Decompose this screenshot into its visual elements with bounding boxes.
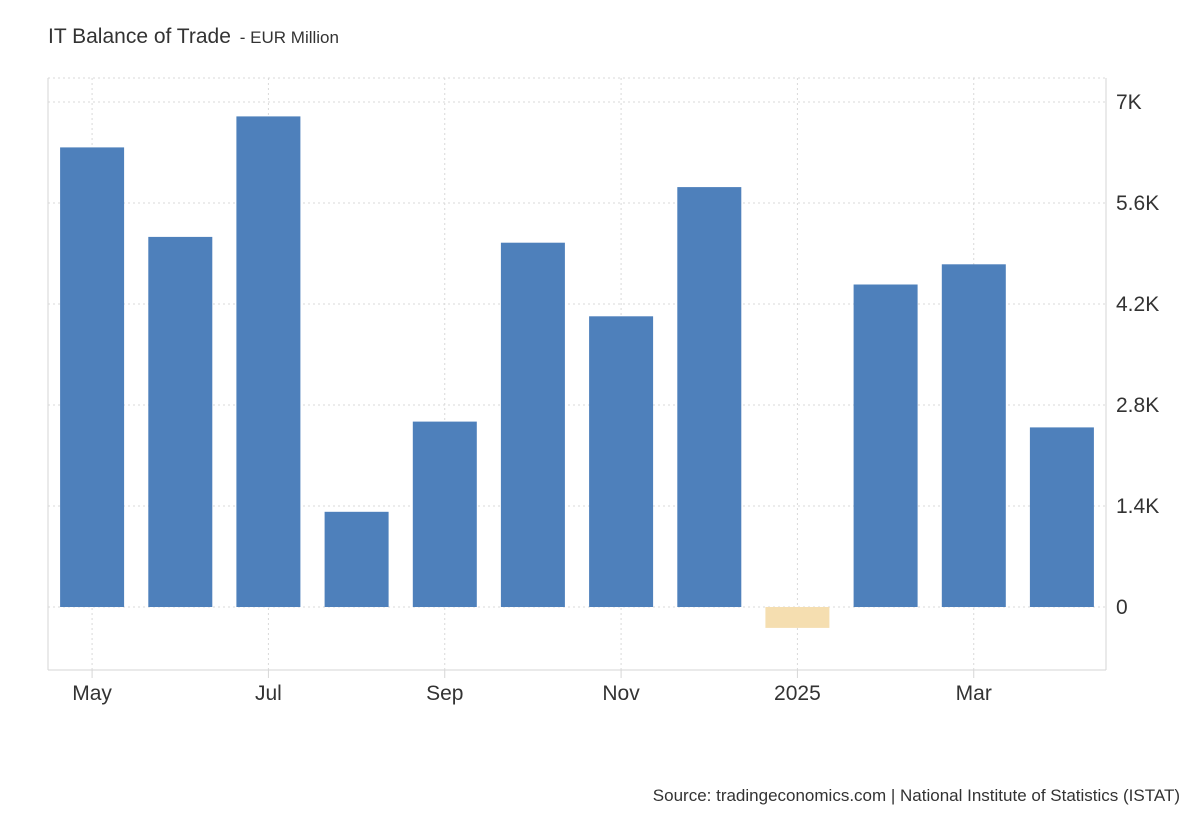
y-tick-label: 1.4K [1116, 495, 1159, 518]
bars [60, 116, 1094, 628]
chart-title-main: IT Balance of Trade [48, 25, 231, 48]
x-tick-label: Mar [956, 682, 992, 705]
y-tick-label: 2.8K [1116, 394, 1159, 417]
bar-2024-07 [236, 116, 301, 608]
bar-2025-01 [765, 607, 830, 628]
bar-2024-09 [412, 421, 477, 607]
x-axis-tick-labels: May Jul Sep Nov 2025 Mar [72, 682, 992, 705]
source-note: Source: tradingeconomics.com | National … [652, 786, 1180, 805]
chart-title: IT Balance of Trade - EUR Million [48, 20, 339, 50]
axes [47, 78, 1107, 678]
y-tick-label: 5.6K [1116, 192, 1159, 215]
y-axis-tick-labels: 0 1.4K 2.8K 4.2K 5.6K 7K [1116, 91, 1159, 619]
y-tick-label: 7K [1116, 91, 1142, 114]
x-tick-label: Sep [426, 682, 463, 705]
y-tick-label: 0 [1116, 596, 1128, 619]
bar-2024-10 [500, 242, 565, 607]
bar-2024-05 [60, 147, 125, 607]
x-tick-label: Jul [255, 682, 282, 705]
bar-2025-04 [1029, 427, 1094, 607]
x-tick-label: 2025 [774, 682, 821, 705]
y-tick-label: 4.2K [1116, 293, 1159, 316]
bar-chart: 0 1.4K 2.8K 4.2K 5.6K 7K May Jul Sep Nov 2025 Mar [47, 77, 1159, 705]
bar-2025-02 [853, 284, 918, 607]
bar-2024-11 [589, 316, 654, 607]
x-tick-label: May [72, 682, 112, 705]
bar-2025-03 [941, 264, 1006, 607]
bar-2024-06 [148, 236, 213, 607]
bar-2024-12 [677, 187, 742, 607]
x-tick-label: Nov [602, 682, 640, 705]
chart-title-unit: - EUR Million [239, 28, 339, 47]
bar-2024-08 [324, 511, 389, 607]
